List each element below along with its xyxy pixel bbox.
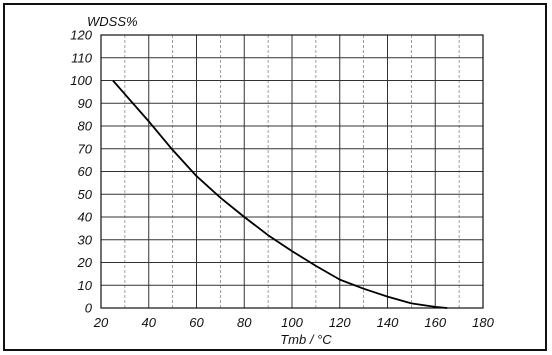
- y-tick-label: 120: [70, 28, 92, 43]
- y-tick-label: 60: [78, 164, 93, 179]
- y-tick-label: 40: [78, 210, 93, 225]
- y-tick-label: 50: [78, 187, 93, 202]
- x-tick-label: 180: [472, 315, 494, 330]
- x-tick-label: 160: [424, 315, 446, 330]
- plot-border: [100, 34, 484, 309]
- y-tick-label: 20: [77, 255, 93, 270]
- y-tick-label: 110: [71, 50, 92, 65]
- x-tick-label: 20: [93, 315, 109, 330]
- y-tick-label: 0: [85, 301, 93, 316]
- x-tick-label: 100: [281, 315, 303, 330]
- x-tick-label: 60: [189, 315, 204, 330]
- x-tick-label: 40: [142, 315, 157, 330]
- y-tick-label: 70: [78, 141, 93, 156]
- y-tick-label: 90: [78, 96, 93, 111]
- y-tick-label: 10: [78, 278, 93, 293]
- y-tick-label: 80: [78, 119, 93, 134]
- y-tick-label: 100: [70, 73, 92, 88]
- x-axis-label: Tmb / °C: [280, 332, 332, 347]
- x-tick-label: 120: [329, 315, 351, 330]
- x-tick-label: 80: [237, 315, 252, 330]
- y-tick-label: 30: [78, 232, 93, 247]
- x-tick-label: 140: [377, 315, 399, 330]
- y-axis-label: WDSS%: [87, 14, 138, 29]
- series-line: [112, 79, 448, 309]
